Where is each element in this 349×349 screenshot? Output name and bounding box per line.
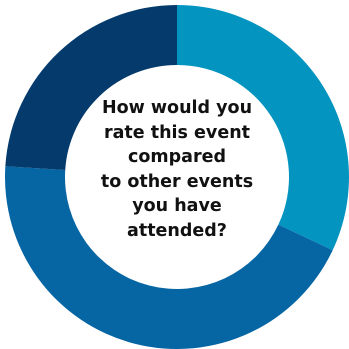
center-title-line-4: to other events: [100, 171, 254, 192]
donut-slice-2: [4, 166, 333, 349]
center-title-line-3: compared: [128, 147, 226, 167]
chart-center-title: How would you rate this event compared t…: [94, 96, 260, 243]
center-title-line-1: How would you: [101, 98, 253, 118]
donut-slice-1: [177, 5, 349, 251]
donut-slice-3: [5, 5, 178, 170]
center-title-line-2: rate this event: [103, 122, 251, 143]
center-title-line-5: you have: [132, 196, 222, 216]
center-title-line-6: attended?: [127, 220, 227, 241]
